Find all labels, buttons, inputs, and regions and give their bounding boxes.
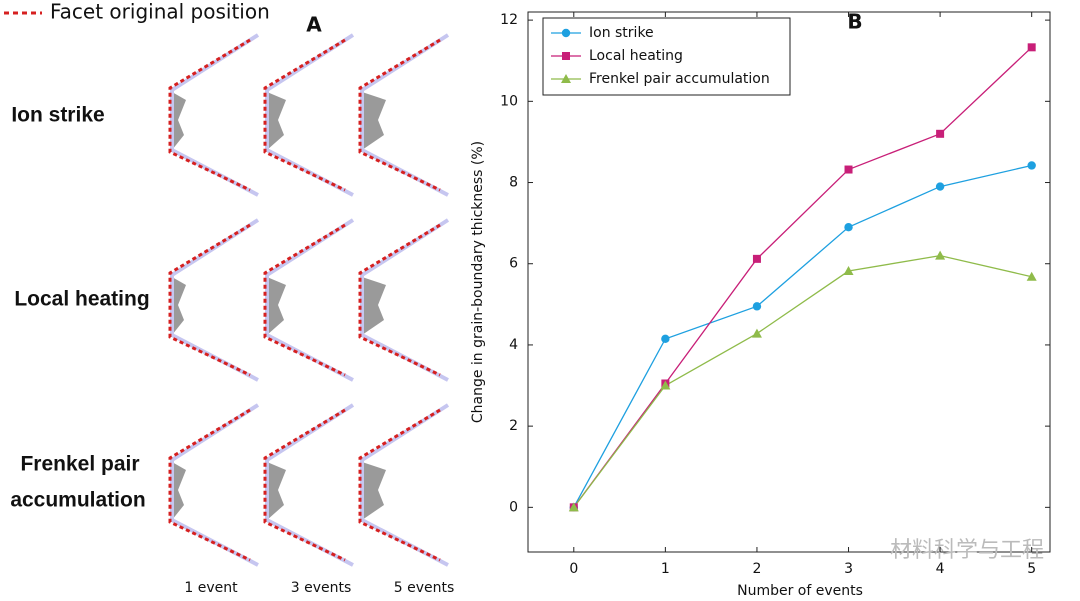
series-line [573,46,1033,508]
gb-region [362,462,386,520]
x-tick-label: 3 [844,561,853,577]
facet-cell [263,33,355,197]
watermark: 材料科学与工程 [890,538,1044,563]
marker [935,182,945,191]
y-tick-label: 4 [509,337,518,353]
legend-label: Ion strike [589,25,654,41]
marker [844,165,853,174]
row-label: Ion strike [11,104,104,127]
gb-region [172,92,186,150]
y-tick-label: 12 [500,12,518,28]
facet-legend-label: Facet original position [50,0,270,24]
y-tick-label: 10 [500,93,518,109]
gb-region [267,92,286,150]
x-tick-label: 4 [936,561,945,577]
row-label: Local heating [14,288,149,311]
panel-title: A [306,13,322,37]
row-label: accumulation [10,489,145,512]
column-label: 1 event [184,580,238,596]
facet-original [168,408,251,562]
facet-images [168,33,450,567]
facet-cell [358,33,450,197]
marker [752,302,762,311]
marker [1027,161,1036,170]
x-tick-label: 5 [1027,561,1036,577]
column-label: 3 events [291,580,352,596]
marker [752,254,761,263]
facet-shape [170,33,260,197]
marker [1027,43,1036,52]
facet-cell [168,33,260,197]
marker [935,250,946,260]
row-label: Frenkel pair [20,453,139,476]
marker [751,328,762,338]
y-tick-label: 0 [509,499,518,515]
legend-label: Local heating [589,48,683,64]
marker [561,28,571,38]
facet-cell [168,403,260,567]
y-tick-label: 8 [509,175,518,191]
legend-label: Frenkel pair accumulation [589,71,770,87]
series-line [573,254,1032,508]
facet-cell [358,218,450,382]
facet-cell [358,403,450,567]
facet-cell [263,403,355,567]
x-tick-label: 1 [661,561,670,577]
marker [843,266,854,276]
column-label: 5 events [394,580,455,596]
marker [1026,271,1037,281]
y-tick-label: 2 [509,418,518,434]
marker [661,334,670,344]
marker [844,222,853,232]
gb-region [172,277,186,335]
marker [660,380,671,390]
facet-cell [168,218,260,382]
x-axis-label: Number of events [737,583,863,599]
gb-region [172,462,186,520]
facet-original [168,38,251,192]
facet-original [168,223,251,377]
chart-title: B [847,10,862,34]
facet-shape [170,403,260,567]
facet-shape [170,218,260,382]
marker [561,74,571,83]
marker [568,502,579,512]
gb-region [267,277,286,335]
y-tick-label: 6 [509,256,518,272]
facet-cell [263,218,355,382]
gb-region [267,462,286,520]
series-line [573,164,1032,508]
x-tick-label: 0 [569,561,578,577]
gb-region [362,277,386,335]
marker [562,52,570,60]
y-axis-label: Change in grain-boundary thickness (%) [470,141,486,423]
marker [936,129,945,138]
x-tick-label: 2 [752,561,761,577]
plot-frame [527,11,1051,553]
gb-region [362,92,386,150]
legend-box [542,17,791,96]
